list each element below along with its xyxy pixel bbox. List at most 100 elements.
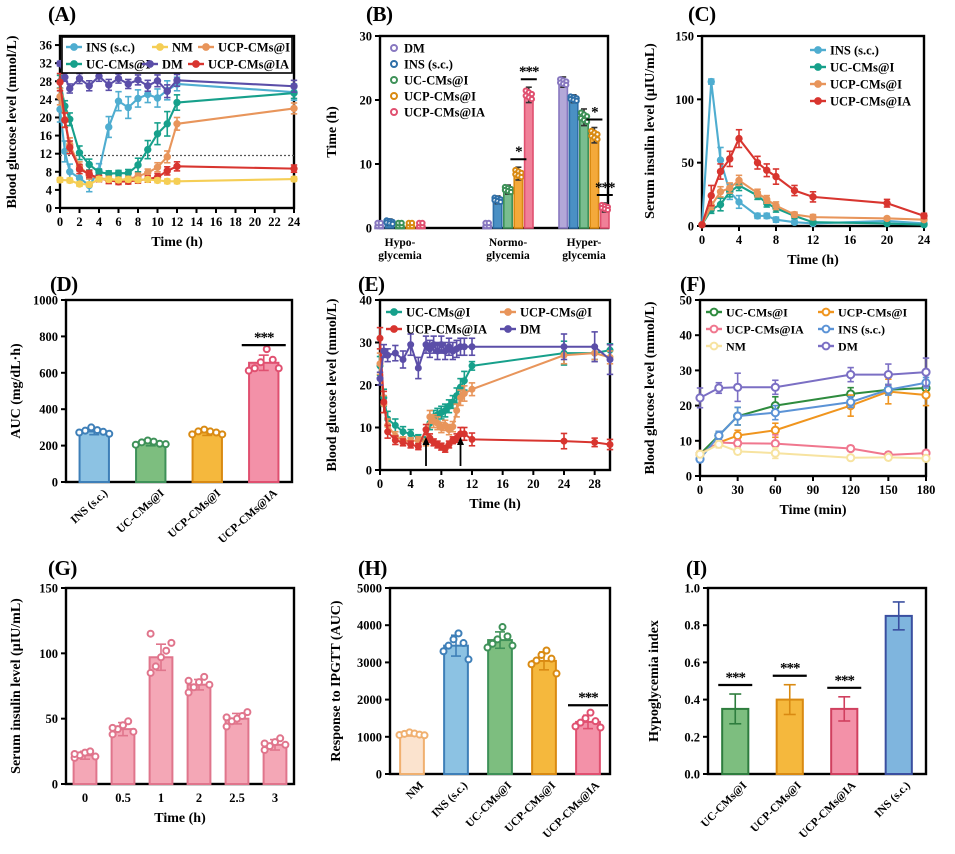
data-marker: [488, 639, 497, 648]
data-marker: [146, 668, 155, 677]
data-marker: [189, 683, 198, 692]
svg-text:20: 20: [360, 94, 373, 108]
data-marker: [390, 60, 398, 68]
data-marker: [144, 90, 152, 99]
category-label: 2.5: [229, 791, 245, 805]
data-marker: [733, 438, 743, 448]
data-marker: [426, 345, 434, 353]
category-label: INS (s.c.): [430, 780, 470, 820]
data-marker: [184, 688, 193, 697]
category-label: 2: [196, 791, 202, 805]
svg-text:20: 20: [680, 399, 693, 413]
svg-text:0: 0: [376, 768, 382, 782]
data-marker: [763, 195, 771, 204]
significance-marker: ***: [835, 673, 855, 689]
svg-text:20: 20: [527, 477, 540, 491]
data-marker: [468, 435, 476, 443]
data-marker: [921, 367, 931, 377]
error-bar: [838, 696, 851, 722]
svg-text:28: 28: [588, 477, 601, 491]
data-marker: [770, 448, 780, 458]
data-marker: [809, 213, 817, 221]
panel-label-H: (H): [358, 556, 387, 580]
svg-text:40: 40: [360, 294, 373, 308]
data-marker: [163, 167, 171, 175]
data-marker: [716, 167, 725, 176]
data-marker: [770, 382, 780, 392]
data-marker: [921, 453, 931, 463]
category-label: UC-CMs@I: [115, 487, 167, 536]
bar: [191, 431, 223, 484]
panel-b-svg: 0102030Hypo-glycemiaNormo-glycemiaHyper-…: [325, 30, 616, 263]
data-marker: [468, 362, 476, 370]
data-marker: [151, 662, 160, 671]
data-marker: [846, 397, 856, 407]
data-marker: [439, 647, 448, 656]
data-marker: [460, 343, 468, 351]
bar: [558, 81, 569, 229]
legend: [61, 36, 293, 74]
data-marker: [153, 94, 162, 102]
data-marker: [66, 176, 74, 185]
data-marker: [192, 60, 200, 68]
data-marker: [753, 212, 762, 220]
panel-label-E: (E): [358, 272, 385, 296]
data-marker: [173, 120, 181, 128]
panel-label-A: (A): [48, 2, 76, 26]
x-axis-label: Time (h): [154, 811, 206, 826]
data-marker: [604, 206, 611, 214]
legend-label: UCP-CMs@IA: [208, 58, 289, 72]
svg-text:22: 22: [268, 215, 281, 229]
x-axis-label: Time (h): [151, 235, 203, 250]
legend-label: UCP-CMs@IA: [726, 323, 804, 337]
data-marker: [85, 170, 93, 178]
data-marker: [573, 97, 580, 105]
data-marker: [376, 375, 384, 383]
data-marker: [814, 80, 822, 88]
data-marker: [883, 370, 893, 380]
data-marker: [202, 43, 210, 51]
panel-e-svg: 0 10 20 30 40 0 4 8 12 16 20 24 28 Time (h) Blood gluc…: [325, 294, 614, 512]
data-marker: [497, 198, 504, 206]
legend-label: UC-CMs@I: [86, 58, 151, 72]
data-marker: [390, 325, 398, 333]
svg-text:8: 8: [438, 477, 444, 491]
data-marker: [445, 343, 453, 351]
panel-f: (F) 0 10 20 30 40 50 0 30 60 90 120 150 180 Time (min)…: [636, 272, 955, 562]
data-marker: [790, 186, 799, 195]
data-marker: [464, 655, 473, 664]
data-marker: [552, 669, 561, 678]
category-label: 1: [158, 791, 164, 805]
plot-frame: [64, 586, 296, 786]
data-marker: [846, 370, 856, 380]
data-marker: [407, 441, 415, 448]
data-marker: [114, 176, 123, 184]
y-axis-label: Time (h): [325, 106, 340, 158]
category-label: Hyper-: [567, 237, 602, 249]
svg-text:60: 60: [769, 483, 782, 497]
data-marker: [716, 188, 725, 196]
svg-text:50: 50: [682, 156, 695, 170]
svg-text:4: 4: [46, 183, 53, 197]
panel-g: (G) 0 50 100 150 0 0.5 1 2 2.5 3 Time (h) Serum insu…: [0, 556, 318, 854]
data-marker: [507, 188, 515, 196]
svg-text:12: 12: [466, 477, 479, 491]
svg-text:150: 150: [675, 30, 694, 44]
svg-text:1000: 1000: [33, 294, 58, 308]
data-marker: [414, 443, 422, 451]
svg-text:8: 8: [46, 165, 52, 179]
data-marker: [814, 63, 822, 71]
data-marker: [290, 104, 298, 113]
data-marker: [105, 175, 113, 184]
data-marker: [134, 76, 142, 84]
data-marker: [735, 134, 743, 143]
category-label: UCP-CMs@I: [749, 779, 805, 835]
data-marker: [454, 629, 463, 638]
data-marker: [420, 731, 429, 740]
legend-label: UCP-CMs@IA: [404, 106, 485, 120]
bar: [399, 732, 425, 776]
svg-text:0: 0: [699, 233, 705, 247]
category-label: glycemia: [486, 250, 530, 262]
data-marker: [262, 345, 271, 354]
